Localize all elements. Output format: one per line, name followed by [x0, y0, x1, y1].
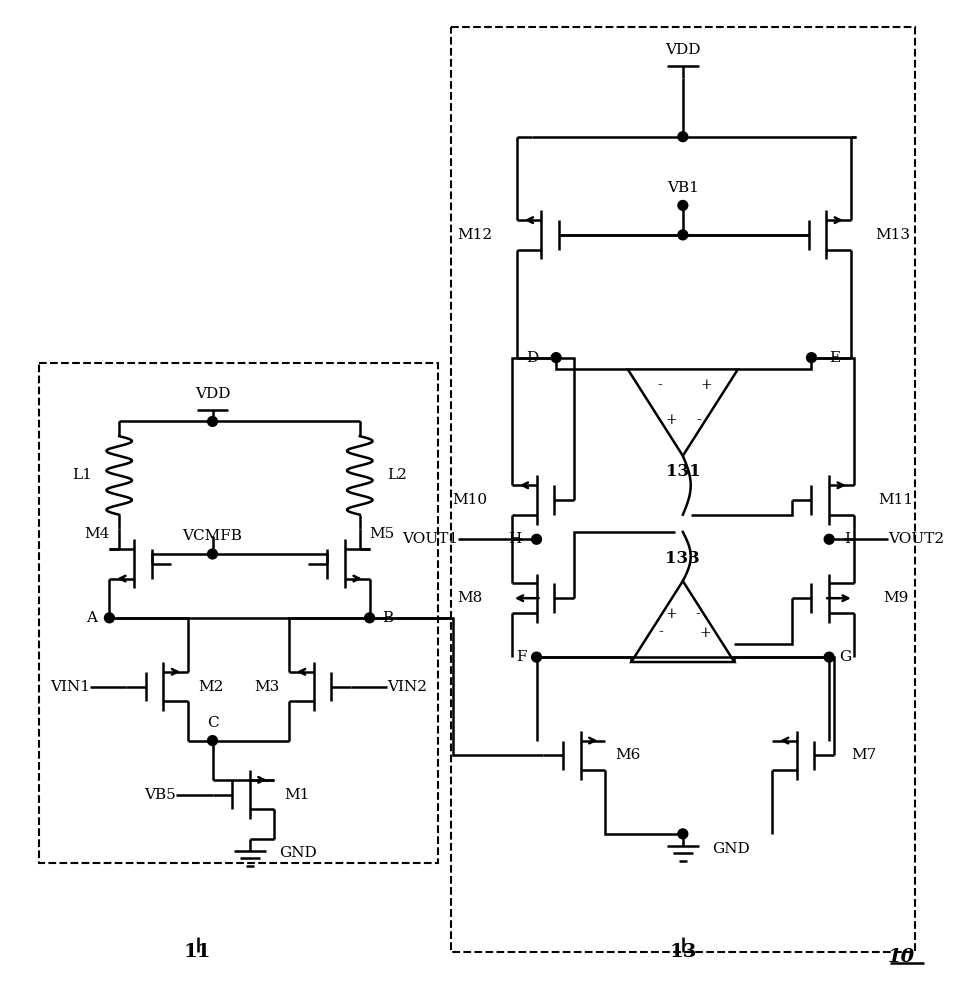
Text: VB1: VB1	[666, 181, 698, 195]
Circle shape	[678, 230, 687, 240]
Circle shape	[678, 829, 687, 839]
Text: VDD: VDD	[194, 387, 230, 401]
Text: M12: M12	[456, 228, 492, 242]
Text: VIN2: VIN2	[387, 680, 427, 694]
Text: GND: GND	[712, 842, 749, 856]
Text: 133: 133	[665, 550, 700, 567]
Text: M4: M4	[84, 527, 110, 541]
Text: M11: M11	[878, 493, 912, 507]
Circle shape	[531, 652, 541, 662]
Text: B: B	[382, 611, 393, 625]
Text: VOUT2: VOUT2	[887, 532, 943, 546]
Text: VDD: VDD	[664, 43, 700, 57]
Text: -: -	[658, 626, 662, 640]
Text: C: C	[207, 716, 218, 730]
Text: M8: M8	[456, 591, 482, 605]
Text: M2: M2	[197, 680, 223, 694]
Circle shape	[678, 132, 687, 142]
Text: M13: M13	[875, 228, 909, 242]
Text: 13: 13	[668, 943, 696, 961]
Text: M3: M3	[253, 680, 279, 694]
Text: VB5: VB5	[144, 788, 176, 802]
Circle shape	[531, 534, 541, 544]
Circle shape	[105, 613, 114, 623]
Circle shape	[208, 417, 217, 426]
Text: M9: M9	[882, 591, 907, 605]
Bar	[451, 27, 914, 952]
Text: 10: 10	[886, 948, 914, 966]
Circle shape	[208, 736, 217, 745]
Text: L1: L1	[71, 468, 91, 482]
Text: -: -	[657, 378, 661, 392]
Text: 131: 131	[665, 463, 700, 480]
Bar	[39, 363, 437, 863]
Circle shape	[364, 613, 375, 623]
Text: M6: M6	[615, 748, 639, 762]
Text: M5: M5	[370, 527, 395, 541]
Text: L2: L2	[387, 468, 407, 482]
Text: A: A	[86, 611, 96, 625]
Text: F: F	[516, 650, 526, 664]
Text: GND: GND	[279, 846, 316, 860]
Text: D: D	[526, 351, 537, 365]
Text: VOUT1: VOUT1	[401, 532, 457, 546]
Text: +: +	[665, 607, 677, 621]
Text: E: E	[828, 351, 840, 365]
Text: +: +	[700, 378, 712, 392]
Circle shape	[208, 549, 217, 559]
Circle shape	[805, 353, 816, 363]
Text: +: +	[664, 413, 677, 427]
Text: VIN1: VIN1	[50, 680, 90, 694]
Text: M1: M1	[284, 788, 309, 802]
Text: M10: M10	[452, 493, 487, 507]
Text: I: I	[843, 532, 849, 546]
Text: M7: M7	[850, 748, 875, 762]
Text: G: G	[838, 650, 850, 664]
Text: 11: 11	[184, 943, 212, 961]
Text: VCMFB: VCMFB	[182, 529, 242, 543]
Text: H: H	[508, 532, 521, 546]
Circle shape	[678, 201, 687, 210]
Circle shape	[823, 652, 833, 662]
Text: +: +	[699, 626, 710, 640]
Text: -: -	[696, 413, 700, 427]
Circle shape	[551, 353, 560, 363]
Circle shape	[823, 534, 833, 544]
Text: -: -	[695, 607, 700, 621]
